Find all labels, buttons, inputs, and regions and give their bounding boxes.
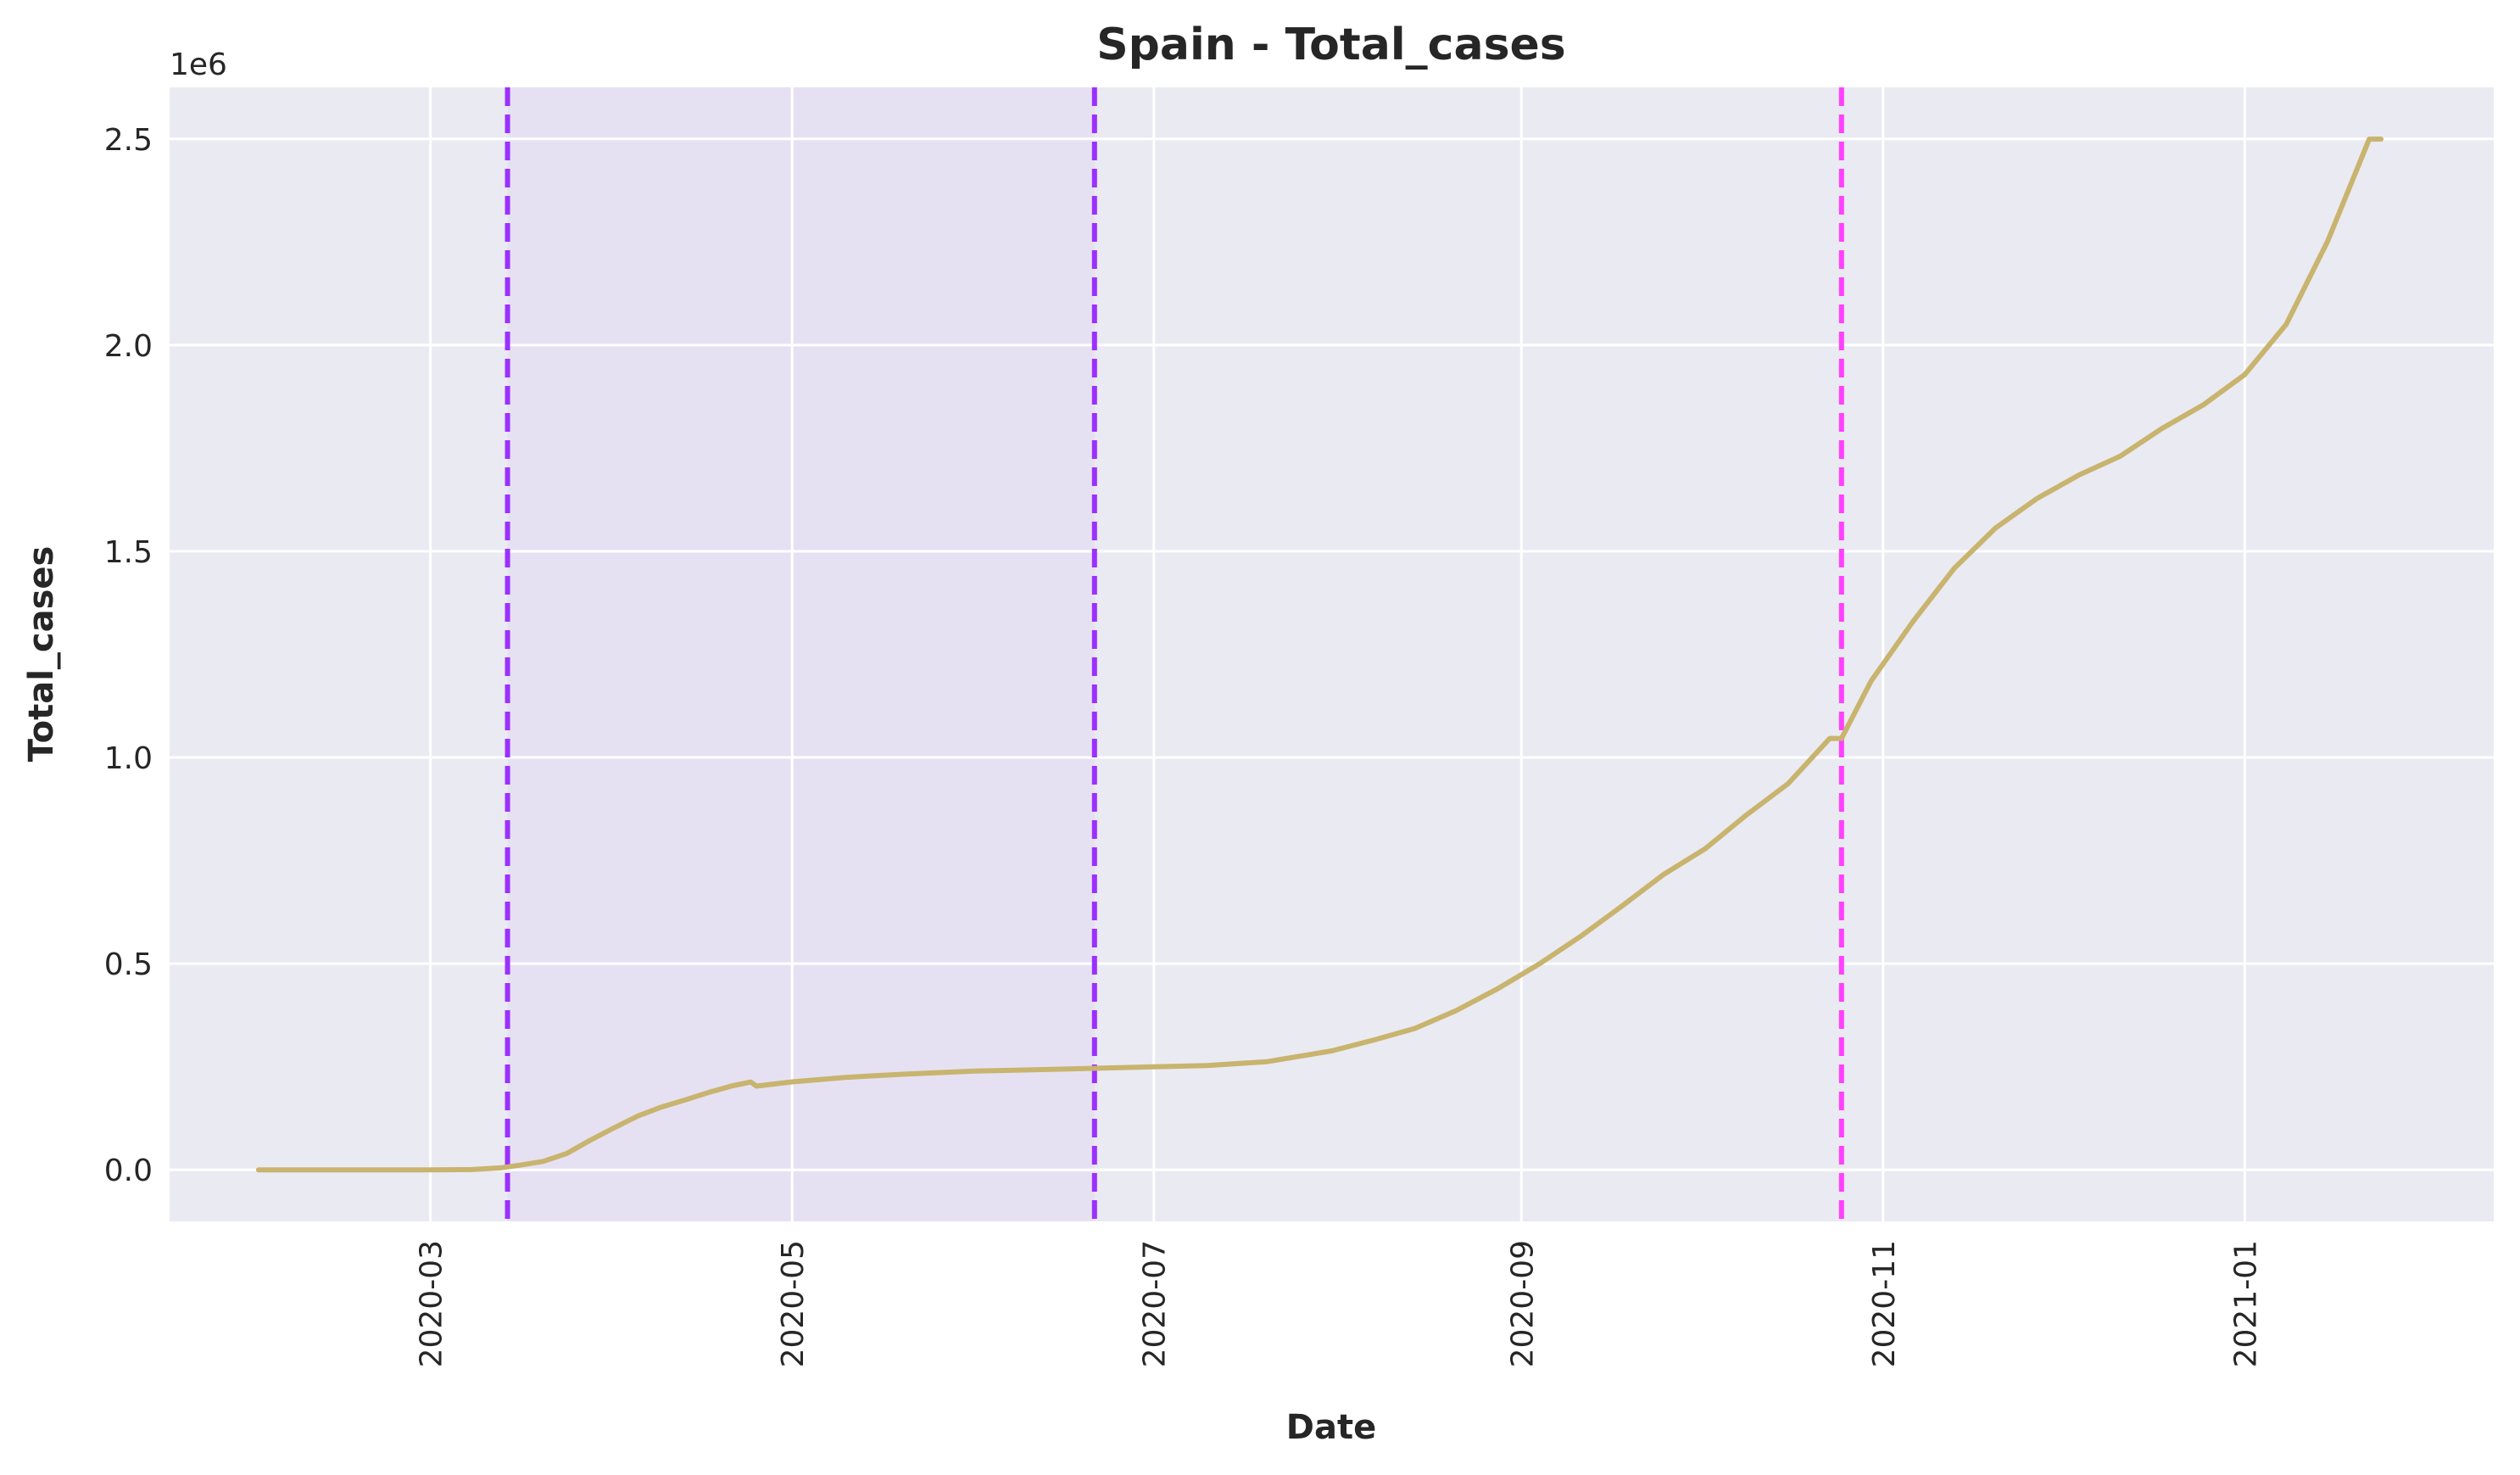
y-tick-label: 0.0 <box>104 1154 153 1188</box>
grid-lines <box>170 87 2494 1221</box>
y-tick-label: 2.5 <box>104 123 153 158</box>
series-line <box>255 137 2384 1173</box>
chart-title: Spain - Total_cases <box>1096 20 1566 70</box>
x-tick-label: 2020-11 <box>1867 1240 1902 1367</box>
x-tick-label: 2020-05 <box>776 1240 811 1367</box>
y-tick-label: 2.0 <box>104 329 153 364</box>
x-tick-label: 2020-07 <box>1138 1240 1173 1367</box>
y-tick-label: 1.5 <box>104 535 153 570</box>
x-tick-label: 2020-03 <box>415 1240 449 1367</box>
y-tick-label: 0.5 <box>104 947 153 982</box>
y-tick-labels: 0.0 0.5 1.0 1.5 2.0 2.5 <box>104 123 153 1188</box>
x-tick-label: 2021-01 <box>2228 1240 2263 1367</box>
x-axis-label: Date <box>1286 1408 1376 1447</box>
x-tick-label: 2020-09 <box>1505 1240 1540 1367</box>
y-tick-label: 1.0 <box>104 741 153 776</box>
y-axis-label: Total_cases <box>22 546 61 763</box>
shaded-span <box>507 87 1095 1221</box>
y-offset-label: 1e6 <box>170 47 227 82</box>
x-tick-labels: 2020-03 2020-05 2020-07 2020-09 2020-11 2021-… <box>415 1240 2264 1367</box>
